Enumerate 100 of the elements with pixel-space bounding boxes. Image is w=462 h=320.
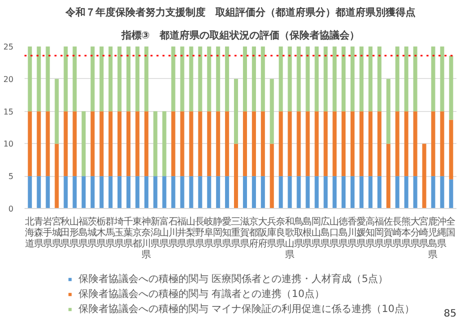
x-tick-label: 広島県 [320,216,331,250]
bar [324,46,328,112]
x-tick-label: 宮崎県 [419,216,430,250]
bar [54,144,59,208]
bar [225,46,230,112]
x-tick-label: 長崎県 [392,216,402,250]
bar [332,111,337,176]
bar [431,176,436,208]
bar [135,176,140,208]
bar [342,46,346,112]
bar [72,176,77,208]
bar [198,176,202,208]
bar [306,46,310,112]
x-tick-label: 高知県 [365,216,376,250]
bar [72,111,77,176]
bar [413,176,418,208]
chart-title: 令和７年度保険者努力支援制度 取組評価分（都道府県分）都道府県別獲得点 [64,6,416,18]
bar [288,111,292,176]
bar [171,111,176,176]
bar [368,46,372,112]
bar [36,111,41,176]
x-tick-label: 石川県 [168,216,178,250]
bar [153,111,158,176]
bar [198,46,202,112]
bar [126,176,130,208]
bar [162,176,166,208]
bar [404,176,408,208]
bar [377,111,382,176]
bar [207,46,212,112]
bar [207,176,212,208]
bar [350,176,355,208]
bar [189,176,194,208]
bar [216,176,220,208]
bar [117,46,122,112]
legend-label: 保険者協議会への積極的関与 有識者との連携（10点） [78,288,324,301]
bar [54,78,59,144]
chart-subtitle: 指標③ 都道府県の取組状況の評価（保険者協議会） [120,30,360,42]
x-tick-label: 北海道 [24,216,35,250]
bar [135,111,140,176]
bar [377,176,382,208]
bar [46,46,50,112]
bar [288,46,292,112]
bar [368,176,372,208]
bar [324,176,328,208]
bar [28,176,32,208]
bar [225,176,230,208]
bar [270,78,274,144]
x-tick-label: 茨城県 [86,216,98,250]
bar [404,111,408,176]
bar [377,46,382,112]
bar [350,111,355,176]
y-tick-label: 10 [3,140,14,149]
bar [440,46,444,112]
x-tick-label: 熊本県 [401,216,412,250]
bar [324,111,328,176]
x-tick-label: 香川県 [348,216,358,250]
y-tick-label: 5 [8,172,14,182]
x-tick-label: 愛知県 [222,216,232,250]
x-tick-label: 徳島県 [338,216,349,250]
bar [153,176,158,208]
bar [100,46,104,112]
bar [64,111,68,176]
bar [64,176,68,208]
x-tick-label: 埼玉県 [114,216,125,250]
y-tick-label: 25 [3,42,14,52]
bar [314,176,319,208]
bar [431,46,436,112]
bar [270,144,274,208]
bar [216,46,220,112]
bar [252,46,256,112]
bar [342,111,346,176]
bar [242,111,247,176]
bar [278,46,283,112]
bar [171,176,176,208]
bar [180,111,184,176]
text: 85 [444,308,457,320]
x-tick-label: 栃木県 [96,216,107,250]
x-tick-label: 和歌山県 [284,216,295,260]
bar [252,111,256,176]
x-tick-label: 山形県 [70,216,80,250]
x-tick-label: 鹿児島県 [428,216,438,260]
x-tick-label: 岐阜県 [204,216,214,250]
bar [234,78,238,144]
bar [368,111,372,176]
y-tick-label: 20 [3,74,14,84]
bar [306,176,310,208]
bar [260,111,265,176]
x-tick-label: 千葉県 [123,216,134,250]
bar [395,111,400,176]
bar [395,46,400,112]
bar [90,111,95,176]
bar [180,46,184,112]
bar [189,46,194,112]
bar [332,46,337,112]
x-tick-label: 島根県 [302,216,313,250]
bar [46,176,50,208]
bar [162,111,166,176]
bar [422,144,426,208]
bar [126,46,130,112]
legend-label: 保険者協議会への積極的関与 マイナ保険証の利用促進に係る連携（10点） [78,302,414,316]
